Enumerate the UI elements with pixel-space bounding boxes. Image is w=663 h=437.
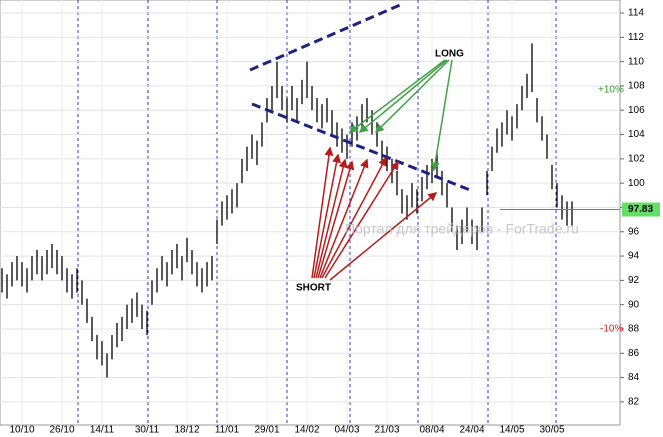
y-tick-label: 86 bbox=[628, 348, 640, 359]
x-tick-label: 11/01 bbox=[215, 425, 240, 436]
y-tick-label: 102 bbox=[628, 153, 645, 164]
arrow bbox=[317, 160, 355, 279]
x-tick-label: 14/05 bbox=[499, 425, 524, 436]
down-label: -10% bbox=[600, 324, 623, 335]
y-tick-label: 90 bbox=[628, 299, 640, 310]
y-tick-label: 114 bbox=[628, 8, 644, 19]
y-tick-label: 94 bbox=[628, 251, 640, 262]
arrow bbox=[348, 59, 446, 133]
watermark: Портал для трейдеров - ForTrade.ru bbox=[345, 221, 579, 237]
arrow bbox=[315, 158, 348, 279]
last-price-box bbox=[622, 202, 660, 217]
x-tick-label: 30/05 bbox=[539, 425, 564, 436]
arrow bbox=[321, 156, 387, 279]
long-label: LONG bbox=[435, 49, 464, 60]
arrow bbox=[324, 160, 399, 279]
arrow bbox=[311, 146, 334, 279]
annotations: LONG SHORT +10% -10% Портал для трейдеро… bbox=[249, 3, 624, 335]
x-tick-label: 14/11 bbox=[90, 425, 115, 436]
x-tick-label: 10/10 bbox=[9, 425, 34, 436]
arrow bbox=[313, 153, 341, 279]
y-tick-label: 96 bbox=[628, 226, 640, 237]
y-tick-label: 104 bbox=[628, 129, 645, 140]
x-tick-label: 24/04 bbox=[459, 425, 484, 436]
y-tick-label: 88 bbox=[628, 324, 640, 335]
up-label: +10% bbox=[598, 85, 624, 96]
plot-frame bbox=[0, 0, 621, 426]
arrow bbox=[430, 59, 453, 172]
arrow bbox=[329, 192, 438, 281]
y-tick-label: 106 bbox=[628, 105, 645, 116]
x-tick-label: 08/04 bbox=[419, 425, 444, 436]
x-tick-label: 04/03 bbox=[334, 425, 359, 436]
arrow bbox=[319, 158, 369, 279]
arrow bbox=[358, 59, 448, 133]
y-tick-label: 108 bbox=[628, 81, 645, 92]
x-tick-label: 21/03 bbox=[374, 425, 399, 436]
y-tick-label: 100 bbox=[628, 178, 645, 189]
x-tick-label: 29/01 bbox=[254, 425, 279, 436]
y-tick-label: 84 bbox=[628, 372, 640, 383]
x-tick-label: 30/11 bbox=[135, 425, 160, 436]
x-tick-label: 18/12 bbox=[174, 425, 199, 436]
last-price-label: 97.83 bbox=[628, 204, 653, 215]
arrow bbox=[374, 59, 450, 134]
y-tick-label: 82 bbox=[628, 397, 640, 408]
y-tick-label: 112 bbox=[628, 32, 644, 43]
layout bbox=[0, 0, 621, 426]
y-tick-label: 110 bbox=[628, 56, 644, 67]
short-label: SHORT bbox=[296, 283, 331, 294]
x-tick-label: 14/02 bbox=[294, 425, 319, 436]
trendline bbox=[251, 102, 471, 192]
x-tick-label: 26/10 bbox=[49, 425, 74, 436]
y-tick-label: 92 bbox=[628, 275, 640, 286]
